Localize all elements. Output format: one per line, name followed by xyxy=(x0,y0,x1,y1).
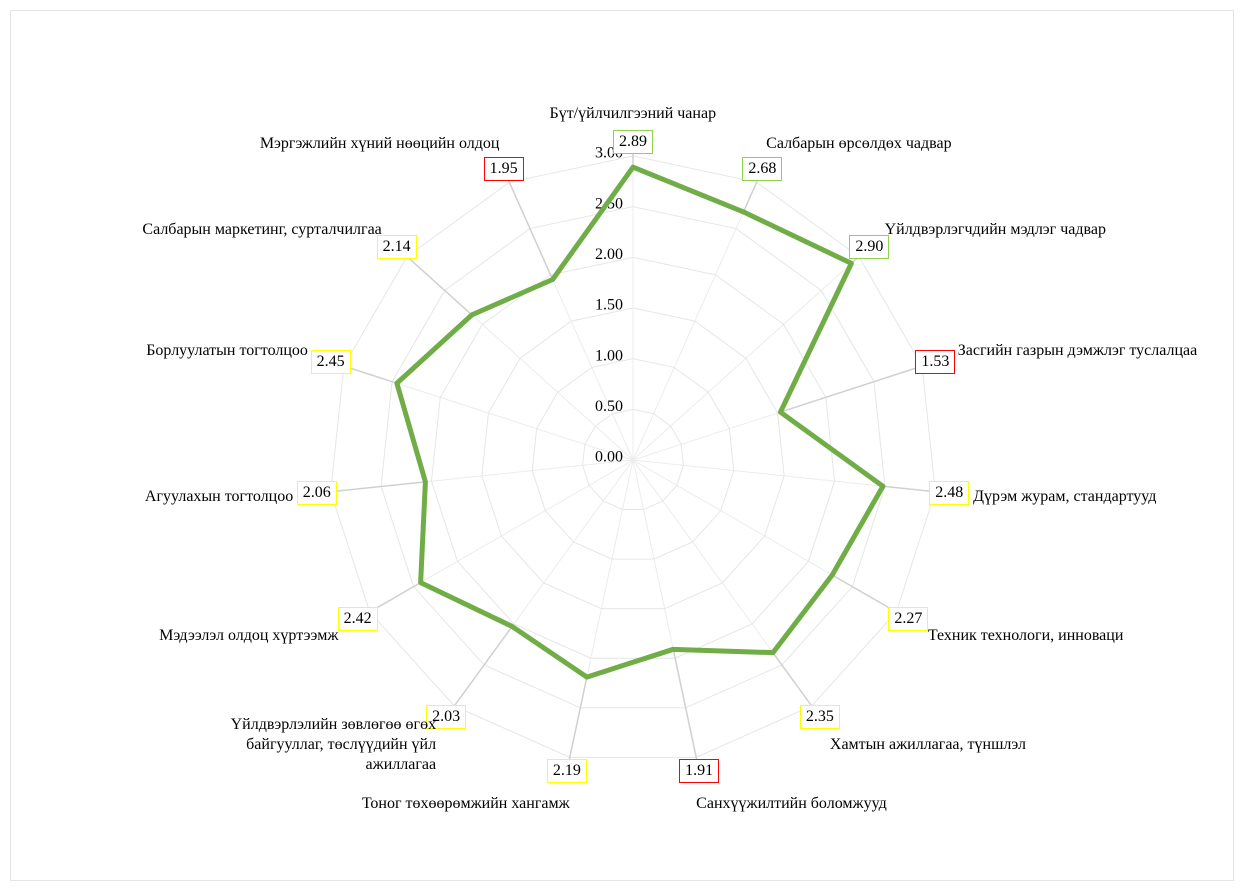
grid-ring xyxy=(330,155,936,758)
data-label: 1.91 xyxy=(679,759,720,784)
category-label: Санхүүжилтийн боломжууд xyxy=(696,795,887,813)
category-label: Салбарын өрсөлдөх чадвар xyxy=(766,135,952,153)
leader-line xyxy=(502,169,554,280)
data-label: 2.90 xyxy=(849,235,890,260)
data-label: 2.19 xyxy=(546,759,587,784)
data-label: 2.14 xyxy=(376,235,417,260)
grid-ring xyxy=(531,358,735,560)
data-label: 2.27 xyxy=(888,607,929,631)
category-label: Хамтын ажиллагаа, түншлэл xyxy=(829,735,1026,753)
category-label: Агуулахын тогтолцоо xyxy=(144,487,294,505)
data-label: 1.95 xyxy=(483,157,524,182)
data-label: 2.45 xyxy=(310,349,351,374)
grid-ring xyxy=(582,408,684,511)
leader-line xyxy=(672,649,700,772)
category-label: Мэдээлэл олдоц хүртээмж xyxy=(159,627,339,644)
r-tick-label: 0.00 xyxy=(595,449,623,466)
category-label: Борлуулатын тогтолцоо xyxy=(146,342,308,360)
r-tick-label: 0.50 xyxy=(595,398,623,415)
category-label: Засгийн газрын дэмжлэг туслалцаа xyxy=(957,342,1198,360)
r-tick-label: 1.00 xyxy=(595,347,623,364)
category-label: Үйлдвэрлэгчдийн мэдлэг чадвар xyxy=(884,221,1106,239)
data-label: 1.53 xyxy=(915,349,956,374)
data-label: 2.89 xyxy=(613,130,653,154)
r-tick-label: 1.50 xyxy=(595,297,623,314)
data-label: 2.48 xyxy=(929,481,970,506)
category-label: Үйлдвэрлэлийн зөвлөгөө өгөх байгууллаг, … xyxy=(230,715,437,773)
data-label: 2.42 xyxy=(337,607,378,631)
category-label: Бүт/үйлчилгээний чанар xyxy=(549,105,717,122)
category-label: Техник технологи, инноваци xyxy=(927,627,1124,644)
data-label: 2.68 xyxy=(742,157,783,182)
leader-line xyxy=(780,361,936,413)
category-label: Дүрэм журам, стандартууд xyxy=(973,487,1157,505)
category-label: Мэргэжлийн хүний нөөцийн олдоц xyxy=(259,135,500,153)
data-label: 2.03 xyxy=(426,705,467,730)
data-label: 2.06 xyxy=(296,481,337,506)
category-label: Тоног төхөөрөмжийн хангамж xyxy=(361,795,570,813)
category-label: Салбарын маркетинг, сурталчилгаа xyxy=(142,221,382,239)
r-tick-label: 2.00 xyxy=(595,246,623,263)
leader-line xyxy=(566,676,588,772)
grid-ring xyxy=(481,307,785,610)
leader-line xyxy=(445,625,513,718)
grid-ring xyxy=(380,206,886,709)
chart-frame xyxy=(10,10,1234,881)
data-label: 2.35 xyxy=(799,705,840,730)
data-line xyxy=(394,164,886,680)
